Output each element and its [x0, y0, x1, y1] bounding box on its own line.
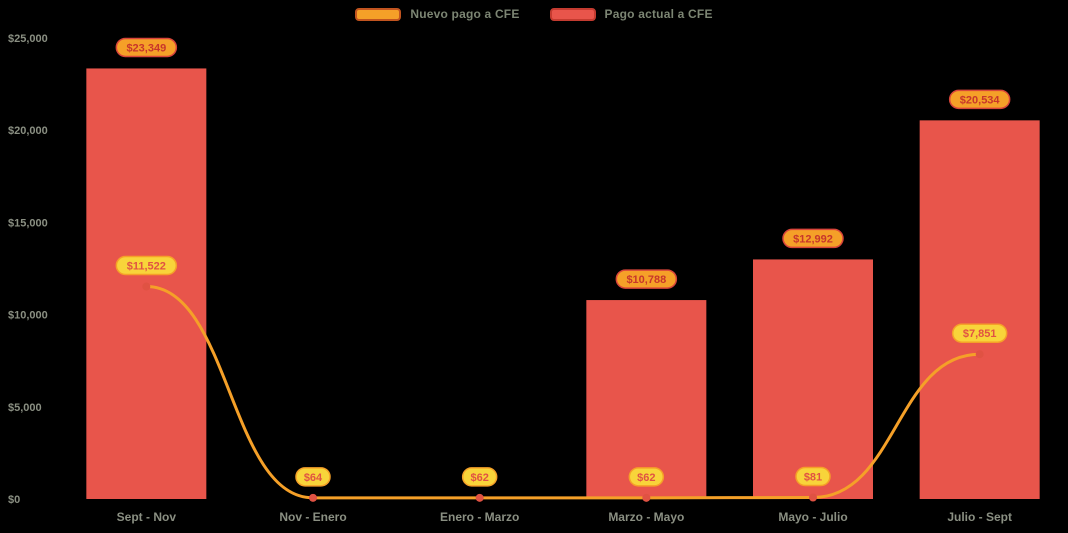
bar-value-badge: $12,992 — [782, 228, 844, 249]
line-point — [309, 493, 317, 502]
y-axis-label: $10,000 — [8, 310, 48, 322]
svg-text:$10,788: $10,788 — [626, 274, 666, 286]
svg-text:$62: $62 — [637, 472, 655, 484]
legend: Nuevo pago a CFE Pago actual a CFE — [0, 7, 1068, 21]
bar — [919, 120, 1040, 500]
x-axis-label: Mayo - Julio — [778, 510, 847, 524]
y-axis-label: $20,000 — [8, 125, 48, 137]
x-axis-label: Julio - Sept — [947, 510, 1012, 524]
y-axis-label: $0 — [8, 494, 20, 506]
line-series — [144, 285, 982, 500]
line-value-badge: $64 — [295, 467, 331, 487]
x-axis-label: Sept - Nov — [117, 510, 177, 524]
line-point — [142, 282, 151, 291]
svg-text:$7,851: $7,851 — [963, 328, 997, 340]
svg-text:$64: $64 — [304, 472, 323, 484]
x-axis-label: Nov - Enero — [279, 510, 346, 524]
legend-label-pago-actual: Pago actual a CFE — [604, 7, 713, 21]
legend-item-nuevo-pago[interactable]: Nuevo pago a CFE — [355, 7, 519, 21]
svg-text:$12,992: $12,992 — [793, 233, 833, 245]
bar-value-badge: $23,349 — [115, 37, 178, 58]
bar — [753, 259, 873, 499]
line-point — [642, 493, 651, 502]
svg-text:$20,534: $20,534 — [960, 94, 1001, 106]
line-value-badge: $62 — [461, 467, 498, 487]
line-value-badge: $7,851 — [951, 323, 1008, 343]
svg-text:$11,522: $11,522 — [127, 261, 166, 273]
legend-item-pago-actual[interactable]: Pago actual a CFE — [549, 7, 713, 21]
bar — [586, 300, 707, 499]
x-axis-label: Enero - Marzo — [440, 510, 519, 524]
line-value-badge: $81 — [795, 466, 831, 487]
bar-value-badge: $10,788 — [615, 269, 678, 289]
y-axis-label: $5,000 — [8, 402, 42, 414]
bar-value-badge: $20,534 — [948, 89, 1011, 110]
svg-text:$62: $62 — [470, 472, 488, 484]
svg-text:$23,349: $23,349 — [126, 42, 166, 54]
line-point — [475, 493, 484, 502]
svg-text:$81: $81 — [804, 472, 822, 484]
legend-label-nuevo-pago: Nuevo pago a CFE — [410, 7, 520, 21]
legend-swatch-nuevo-pago — [355, 7, 402, 21]
line-point — [809, 493, 817, 502]
line-value-badge: $11,522 — [115, 255, 178, 276]
line-point — [975, 350, 984, 359]
y-axis-label: $25,000 — [8, 33, 48, 45]
y-axis-label: $15,000 — [8, 217, 48, 229]
line-value-badge: $62 — [628, 467, 665, 487]
legend-swatch-pago-actual — [549, 7, 596, 21]
x-axis-label: Marzo - Mayo — [608, 510, 684, 524]
